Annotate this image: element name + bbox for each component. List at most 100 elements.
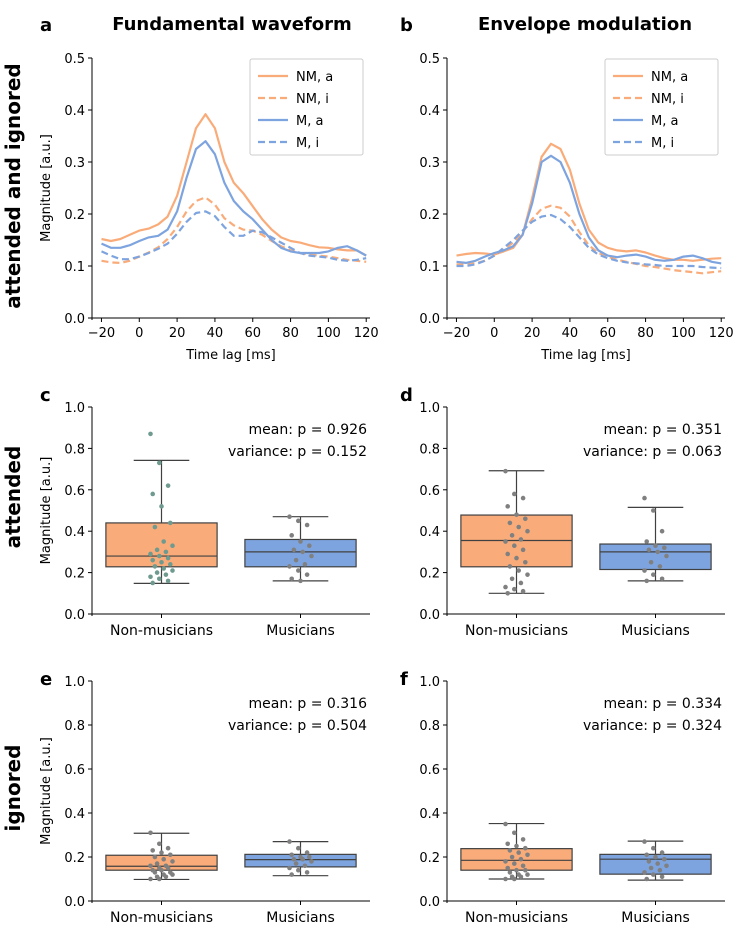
data-point [512, 586, 517, 592]
legend-entry: NM, a [651, 70, 688, 85]
data-point [509, 576, 515, 582]
data-point [505, 841, 511, 847]
data-point [651, 572, 656, 577]
data-point [653, 543, 658, 548]
data-point [512, 830, 517, 836]
data-point [157, 841, 162, 847]
data-point [165, 865, 171, 871]
data-point [651, 872, 656, 877]
y-tick-label: 1.0 [419, 675, 440, 690]
data-point [514, 867, 519, 873]
panel-letter-f: f [400, 669, 408, 690]
data-point [503, 539, 508, 544]
data-point [659, 874, 665, 880]
data-point [152, 854, 158, 860]
data-point [154, 570, 160, 575]
stat-mean: mean: p = 0.926 [249, 422, 368, 438]
legend-entry: M, a [651, 114, 678, 129]
data-point [304, 572, 310, 577]
data-point [161, 539, 166, 544]
x-tick-label: 0 [490, 326, 498, 341]
data-point [289, 852, 295, 858]
data-point [287, 514, 292, 520]
x-tick-label: 40 [207, 326, 224, 341]
data-point [507, 564, 513, 569]
data-point [503, 821, 508, 827]
data-point [304, 850, 310, 855]
y-tick-label: 1.0 [419, 401, 440, 416]
panel-f: f 0.0 0.2 0.4 0.6 0.8 1.0 Non-musicians Musician… [400, 669, 725, 926]
box-musicians [244, 538, 357, 568]
data-point [503, 859, 508, 864]
data-point [503, 584, 508, 590]
data-point [642, 495, 647, 501]
data-point [157, 460, 162, 466]
data-point [509, 533, 515, 538]
y-tick-label: 0.2 [419, 208, 440, 223]
data-point [150, 557, 155, 563]
data-point [648, 865, 654, 871]
data-point [520, 495, 526, 501]
data-point [655, 861, 660, 866]
data-point [302, 562, 308, 567]
legend-entry: M, i [651, 136, 674, 151]
legend-entry: NM, i [296, 92, 329, 107]
data-point [296, 867, 301, 873]
data-point [525, 872, 530, 877]
x-tick-label: 80 [282, 326, 299, 341]
x-tick-label: 60 [599, 326, 616, 341]
x-tick-label: −20 [88, 326, 115, 341]
x-axis-label: Time lag [ms] [185, 348, 276, 363]
data-point [150, 580, 155, 586]
data-point [289, 576, 295, 582]
panel-c: c 0.0 0.2 0.4 0.6 0.8 1.0 Magnitude [a.u.] Non-m… [39, 385, 370, 639]
data-point [309, 553, 314, 559]
x-tick-label: 120 [709, 326, 734, 341]
y-tick-label: 0.4 [64, 525, 85, 540]
y-tick-label: 0.2 [64, 208, 85, 223]
data-point [170, 859, 175, 864]
data-point [507, 520, 513, 526]
legend-entry: NM, a [296, 70, 333, 85]
x-tick-label: Musicians [266, 910, 334, 926]
data-point [664, 553, 669, 559]
y-tick-label: 0.8 [64, 719, 85, 734]
stat-variance: variance: p = 0.324 [583, 718, 722, 734]
data-point [507, 870, 513, 875]
series-line-nm-i [456, 204, 722, 275]
data-point [154, 547, 160, 553]
data-point [296, 568, 301, 573]
data-point [148, 830, 153, 836]
data-point [657, 564, 663, 569]
data-point [154, 861, 160, 866]
data-point [520, 837, 526, 842]
x-tick-label: Non-musicians [465, 910, 568, 926]
y-tick-label: 0.1 [64, 260, 85, 275]
data-point [514, 555, 519, 561]
data-point [644, 578, 649, 584]
data-point [514, 843, 519, 849]
y-tick-label: 0.6 [64, 484, 85, 499]
x-tick-label: 80 [637, 326, 654, 341]
y-tick-label: 0.1 [419, 260, 440, 275]
data-point [150, 848, 155, 853]
x-tick-label: Non-musicians [465, 623, 568, 639]
y-axis-label: Magnitude [a.u.] [39, 134, 54, 242]
data-point [518, 856, 524, 862]
data-point [157, 876, 162, 882]
data-point [507, 848, 513, 853]
stat-mean: mean: p = 0.351 [604, 422, 722, 438]
data-point [505, 865, 511, 871]
y-tick-label: 0.5 [64, 52, 85, 67]
x-tick-label: Non-musicians [110, 910, 213, 926]
data-point [159, 559, 164, 565]
data-point [514, 512, 519, 517]
box-musicians [599, 543, 712, 571]
row-label-ignored: ignored [1, 745, 25, 832]
x-tick-label: Non-musicians [110, 623, 213, 639]
data-point [520, 588, 526, 594]
data-point [296, 518, 301, 524]
data-point [298, 539, 303, 544]
data-point [165, 845, 171, 851]
